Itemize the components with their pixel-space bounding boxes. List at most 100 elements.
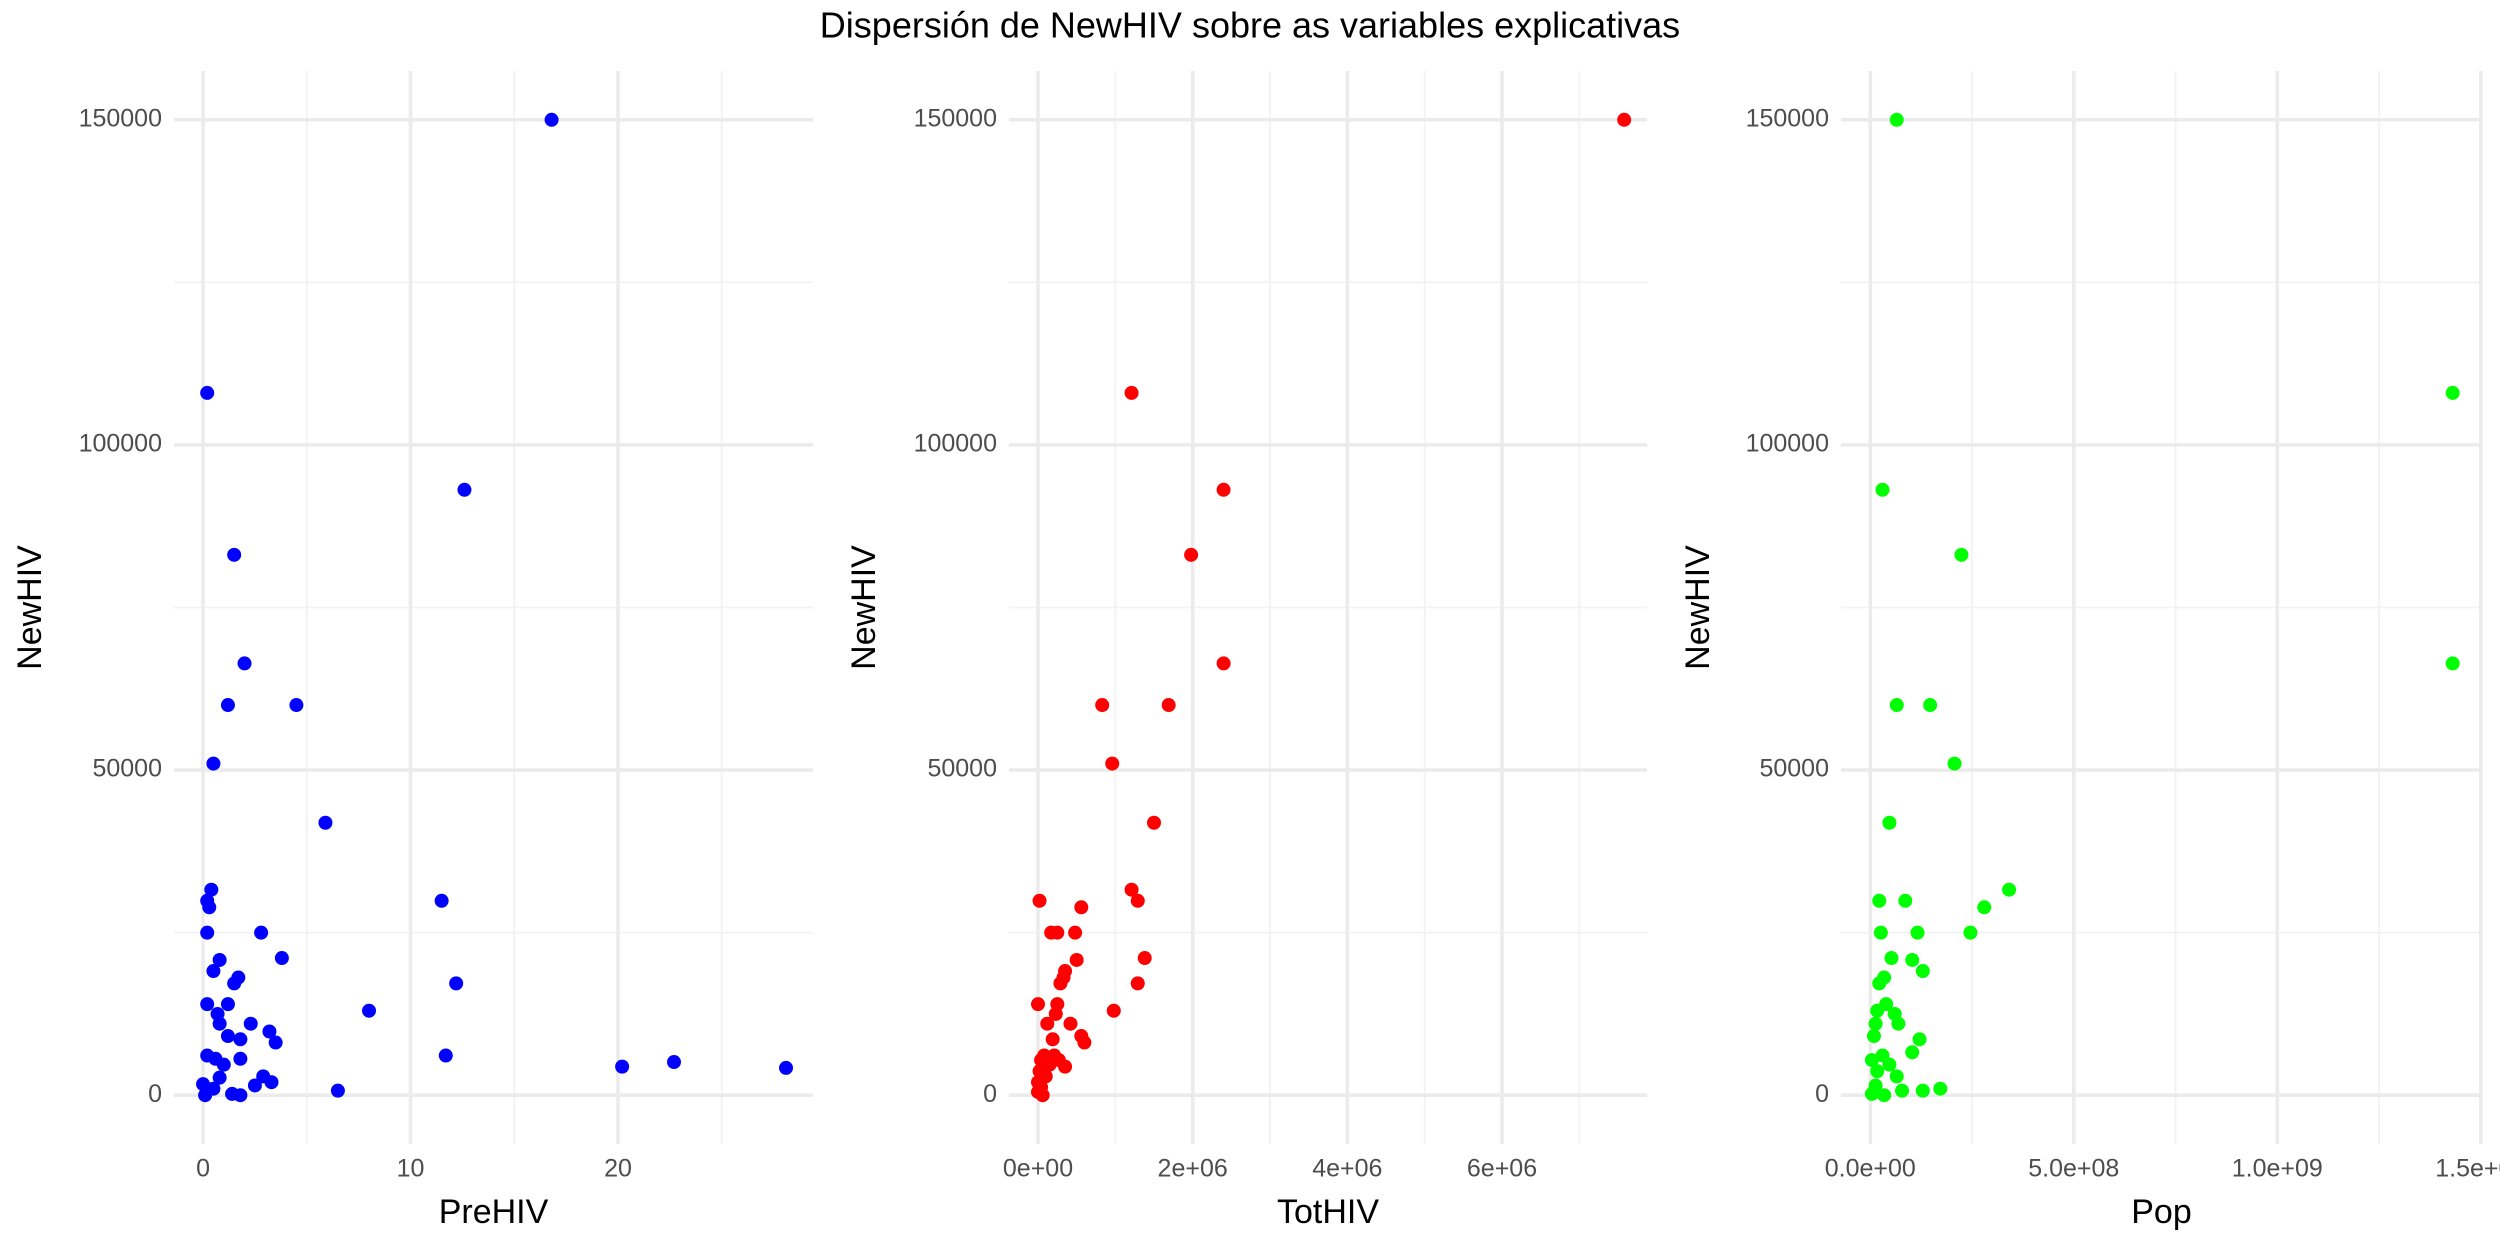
point	[615, 1059, 630, 1074]
point	[227, 547, 242, 562]
point	[1870, 1064, 1885, 1079]
point	[1216, 656, 1231, 671]
y-tick-label: 50000	[92, 755, 162, 783]
point	[1877, 1088, 1892, 1103]
x-tick-label: 1.5e+09	[2435, 1155, 2500, 1183]
point	[233, 1032, 248, 1047]
point	[1051, 1053, 1066, 1068]
point	[1882, 815, 1897, 830]
point	[220, 997, 235, 1012]
y-tick-label: 150000	[1746, 104, 1829, 132]
y-axis-title: NewHIV	[1679, 545, 1717, 670]
point	[1915, 964, 1930, 979]
point	[1031, 997, 1045, 1012]
point	[1898, 893, 1913, 908]
point	[1069, 952, 1084, 967]
point	[1915, 1083, 1930, 1098]
point	[362, 1003, 377, 1018]
point	[544, 112, 559, 127]
point	[457, 482, 472, 497]
point	[1050, 925, 1065, 940]
point	[289, 698, 304, 713]
point	[1032, 893, 1047, 908]
point	[1923, 698, 1938, 713]
x-tick-label: 0.0e+00	[1825, 1155, 1916, 1183]
point	[227, 976, 242, 991]
point	[1040, 1016, 1055, 1031]
point	[1161, 698, 1176, 713]
point	[274, 951, 289, 966]
point	[1124, 882, 1139, 897]
point	[1106, 1003, 1121, 1018]
y-tick-label: 0	[1815, 1080, 1829, 1108]
point	[233, 1088, 248, 1103]
point	[212, 1070, 227, 1085]
point	[438, 1048, 453, 1063]
x-tick-label: 0e+00	[1003, 1155, 1073, 1183]
x-axis-title: PreHIV	[439, 1193, 549, 1231]
point	[254, 925, 269, 940]
point	[206, 1081, 221, 1096]
point	[330, 1083, 345, 1098]
point	[1045, 1032, 1060, 1047]
point	[206, 756, 221, 771]
point	[2445, 385, 2460, 400]
x-tick-label: 5.0e+08	[2028, 1155, 2119, 1183]
y-tick-label: 0	[983, 1080, 997, 1108]
x-tick-label: 4e+06	[1312, 1155, 1382, 1183]
point	[1947, 756, 1962, 771]
point	[1147, 815, 1161, 830]
point	[206, 964, 221, 979]
x-tick-label: 0	[196, 1155, 210, 1183]
y-tick-label: 50000	[1759, 755, 1829, 783]
point	[1882, 1057, 1897, 1072]
point	[1864, 1053, 1879, 1068]
point	[1864, 1086, 1879, 1101]
y-tick-label: 150000	[914, 104, 997, 132]
x-tick-label: 10	[397, 1155, 425, 1183]
point	[1910, 925, 1925, 940]
point	[1870, 1003, 1885, 1018]
point	[1068, 925, 1083, 940]
x-tick-label: 20	[604, 1155, 632, 1183]
y-axis-title: NewHIV	[845, 545, 883, 670]
y-tick-label: 100000	[79, 430, 162, 458]
point	[666, 1055, 681, 1070]
point	[1889, 1069, 1904, 1084]
point	[1905, 952, 1920, 967]
point	[233, 1051, 248, 1066]
y-tick-label: 100000	[914, 430, 997, 458]
x-tick-label: 2e+06	[1158, 1155, 1228, 1183]
point	[1074, 900, 1089, 915]
point	[220, 698, 235, 713]
point	[200, 997, 215, 1012]
point	[434, 893, 449, 908]
point	[1105, 756, 1120, 771]
point	[1889, 698, 1904, 713]
point	[1872, 893, 1887, 908]
point	[268, 1035, 283, 1050]
point	[1617, 112, 1632, 127]
point	[1895, 1083, 1910, 1098]
point	[1868, 1016, 1883, 1031]
point	[216, 1057, 231, 1072]
point	[264, 1075, 279, 1090]
point	[1875, 482, 1890, 497]
point	[204, 882, 219, 897]
y-axis-title: NewHIV	[11, 545, 49, 670]
point	[1866, 1029, 1881, 1044]
point	[237, 656, 252, 671]
point	[1137, 951, 1152, 966]
point	[212, 952, 227, 967]
point	[1063, 1016, 1078, 1031]
x-tick-label: 1.0e+09	[2232, 1155, 2323, 1183]
point	[212, 1016, 227, 1031]
point	[1891, 1016, 1906, 1031]
point	[1889, 112, 1904, 127]
point	[1977, 900, 1992, 915]
point	[2002, 882, 2017, 897]
point	[2445, 656, 2460, 671]
point	[200, 925, 215, 940]
point	[247, 1078, 262, 1093]
point	[262, 1024, 277, 1039]
